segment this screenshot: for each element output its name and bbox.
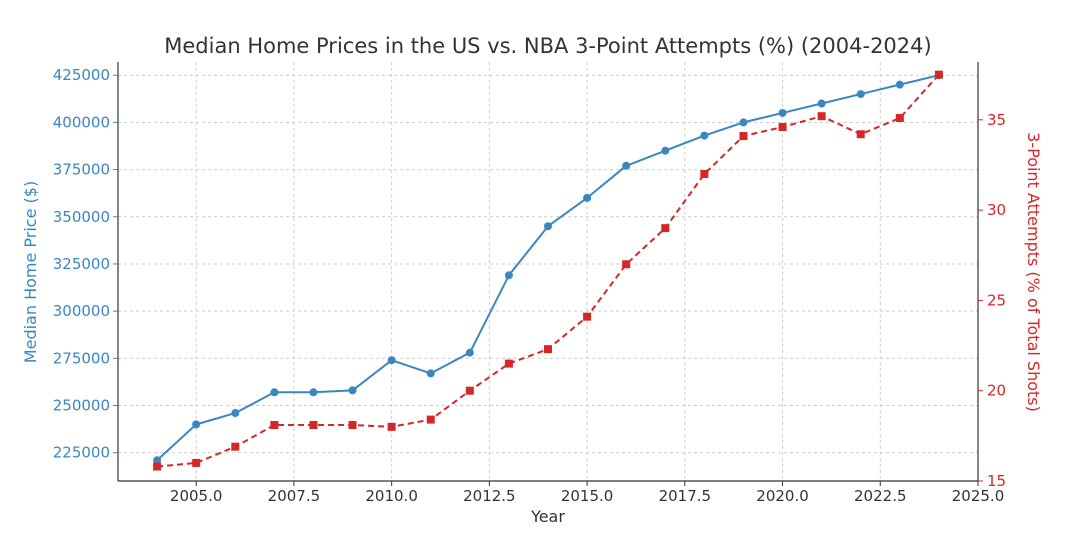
y-left-tick-label: 350000 xyxy=(53,208,110,226)
x-tick-label: 2015.0 xyxy=(561,487,614,505)
data-point-right xyxy=(348,421,357,430)
y-right-tick-label: 15 xyxy=(987,472,1006,490)
x-tick-label: 2025.0 xyxy=(952,487,1005,505)
data-point-left xyxy=(153,456,162,465)
data-point-right xyxy=(934,70,943,79)
y-left-tick-label: 225000 xyxy=(53,444,110,462)
y-left-tick-label: 300000 xyxy=(53,302,110,320)
y-left-tick-label: 425000 xyxy=(53,66,110,84)
x-tick-label: 2017.5 xyxy=(659,487,712,505)
y-left-tick-label: 325000 xyxy=(53,255,110,273)
series-right xyxy=(153,70,943,471)
data-point-left xyxy=(309,388,318,397)
data-point-right xyxy=(817,112,826,121)
series-line-right xyxy=(156,73,940,468)
y-axis-left-label: Median Home Price ($) xyxy=(21,181,40,363)
data-point-right xyxy=(465,386,474,395)
y-right-tick-label: 35 xyxy=(987,111,1006,129)
x-tick-label: 2012.5 xyxy=(463,487,516,505)
data-point-right xyxy=(153,462,162,471)
data-point-left xyxy=(817,99,826,108)
x-tick-label: 2007.5 xyxy=(268,487,321,505)
series-line-left xyxy=(156,74,940,461)
data-point-left xyxy=(895,80,904,89)
data-point-left xyxy=(231,409,240,418)
data-point-right xyxy=(270,421,279,430)
data-point-left xyxy=(192,420,201,429)
data-point-right xyxy=(231,442,240,451)
data-point-left xyxy=(778,108,787,117)
data-point-left xyxy=(348,386,357,395)
data-point-left xyxy=(622,161,631,170)
series-left xyxy=(153,71,943,465)
data-point-left xyxy=(856,90,865,99)
y-left-tick-label: 400000 xyxy=(53,113,110,131)
data-point-right xyxy=(739,132,748,141)
y-axis-right-label: 3-Point Attempts (% of Total Shots) xyxy=(1024,132,1043,412)
data-point-left xyxy=(465,348,474,357)
data-point-left xyxy=(739,118,748,127)
x-tick-label: 2005.0 xyxy=(170,487,223,505)
y-left-tick-label: 275000 xyxy=(53,349,110,367)
x-axis-label: Year xyxy=(530,507,565,526)
x-tick-label: 2020.0 xyxy=(756,487,809,505)
y-right-tick-label: 20 xyxy=(987,382,1006,400)
chart-title: Median Home Prices in the US vs. NBA 3-P… xyxy=(164,34,931,58)
data-point-right xyxy=(856,130,865,139)
data-point-right xyxy=(895,113,904,122)
data-point-left xyxy=(270,388,279,397)
data-point-right xyxy=(504,359,513,368)
data-point-left xyxy=(583,193,592,202)
data-point-left xyxy=(544,222,552,231)
y-right-tick-label: 25 xyxy=(987,291,1006,309)
data-point-left xyxy=(387,356,396,365)
data-point-right xyxy=(387,422,396,431)
x-tick-label: 2010.0 xyxy=(365,487,418,505)
axes: 2005.0 2007.5 2010.0 2012.5 2015.0 2017.5 2020… xyxy=(53,62,1006,505)
data-point-right xyxy=(544,345,552,354)
data-point-left xyxy=(426,369,435,378)
data-point-right xyxy=(309,421,318,430)
y-left-tick-label: 375000 xyxy=(53,161,110,179)
data-point-left xyxy=(700,131,709,140)
data-point-right xyxy=(622,260,631,269)
data-point-left xyxy=(661,146,670,155)
data-point-left xyxy=(504,271,513,280)
y-left-tick-label: 250000 xyxy=(53,397,110,415)
data-point-right xyxy=(583,312,592,321)
x-tick-label: 2022.5 xyxy=(854,487,907,505)
y-right-tick-label: 30 xyxy=(987,201,1006,219)
data-point-right xyxy=(700,169,709,178)
series-layer xyxy=(153,70,943,471)
data-point-right xyxy=(661,224,670,233)
data-point-right xyxy=(426,415,435,424)
grid xyxy=(118,62,979,481)
data-point-right xyxy=(778,123,787,132)
data-point-right xyxy=(192,458,201,467)
